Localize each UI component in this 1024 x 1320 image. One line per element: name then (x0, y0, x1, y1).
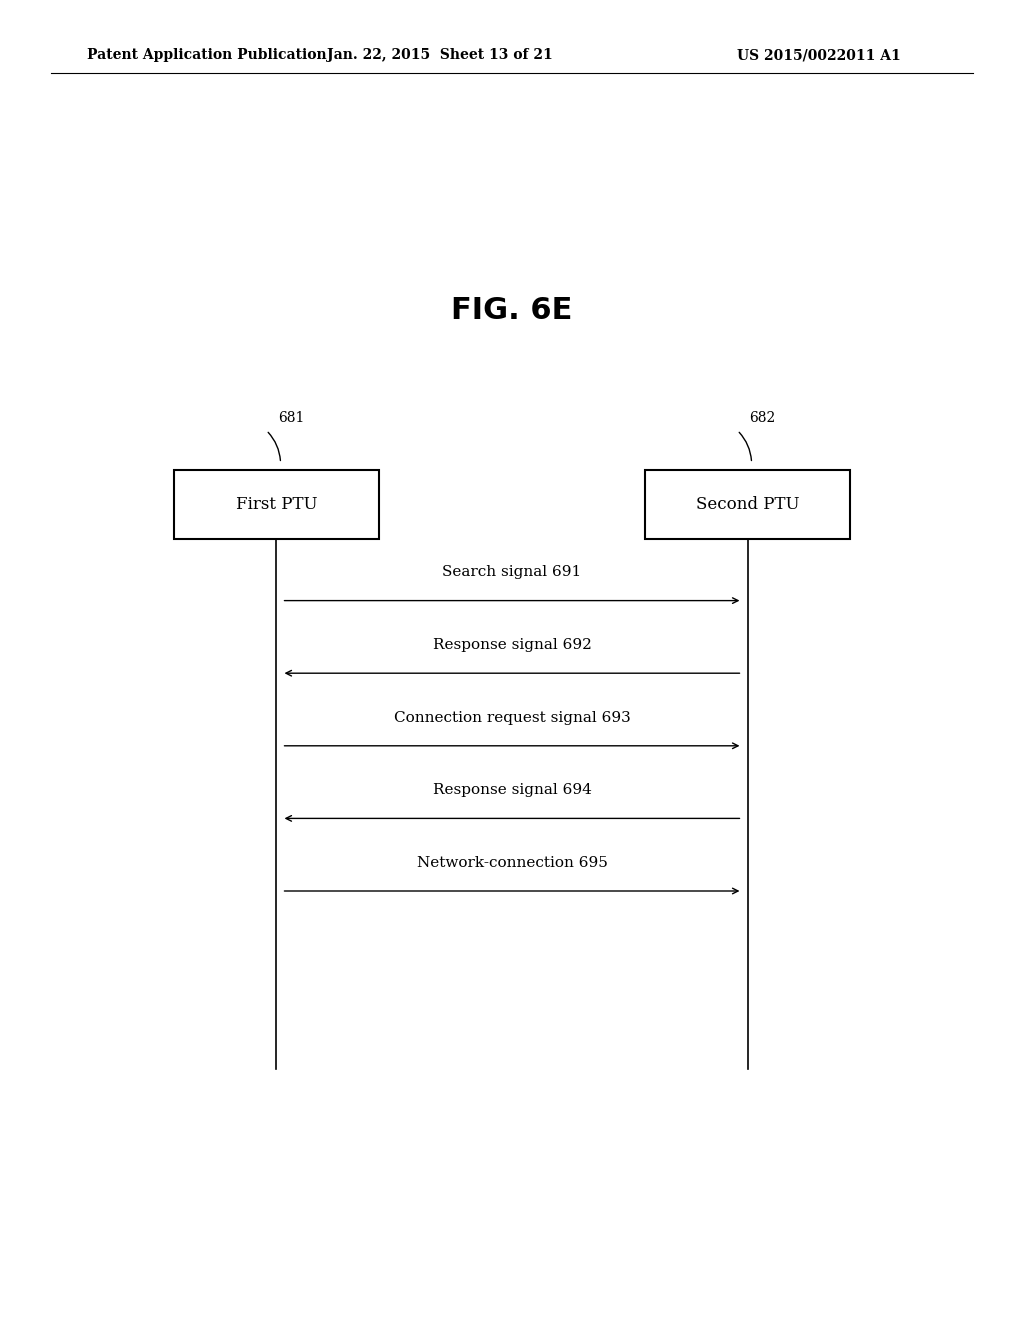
Text: Patent Application Publication: Patent Application Publication (87, 49, 327, 62)
Text: Second PTU: Second PTU (695, 496, 800, 512)
Text: FIG. 6E: FIG. 6E (452, 296, 572, 325)
Text: Response signal 694: Response signal 694 (432, 783, 592, 797)
Text: Connection request signal 693: Connection request signal 693 (393, 710, 631, 725)
Text: Response signal 692: Response signal 692 (432, 638, 592, 652)
FancyBboxPatch shape (645, 470, 850, 539)
Text: Search signal 691: Search signal 691 (442, 565, 582, 579)
Text: 681: 681 (279, 411, 305, 425)
Text: 682: 682 (750, 411, 776, 425)
Text: Network-connection 695: Network-connection 695 (417, 855, 607, 870)
FancyBboxPatch shape (174, 470, 379, 539)
Text: Jan. 22, 2015  Sheet 13 of 21: Jan. 22, 2015 Sheet 13 of 21 (328, 49, 553, 62)
Text: First PTU: First PTU (236, 496, 317, 512)
Text: US 2015/0022011 A1: US 2015/0022011 A1 (737, 49, 901, 62)
